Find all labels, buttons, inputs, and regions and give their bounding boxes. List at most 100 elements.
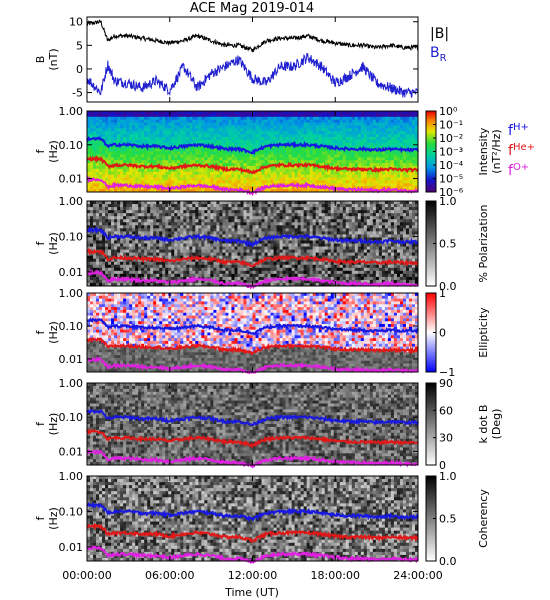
spectrogram-cell — [186, 125, 190, 129]
spectrogram-cell — [249, 165, 253, 170]
spectrogram-cell — [210, 137, 214, 141]
spectrogram-cell — [129, 160, 133, 164]
spectrogram-cell — [312, 154, 317, 158]
spectrogram-cell — [240, 171, 244, 176]
spectrogram-cell — [381, 111, 386, 115]
spectrogram-cell — [153, 282, 157, 287]
spectrogram-cell — [273, 111, 277, 115]
spectrogram-cell — [396, 139, 401, 144]
spectrogram-cell — [99, 168, 103, 173]
spectrogram-cell — [204, 210, 208, 214]
spectrogram-cell — [228, 249, 232, 254]
spectrogram-cell — [126, 122, 130, 126]
spectrogram-cell — [234, 258, 238, 263]
spectrogram-cell — [279, 258, 283, 263]
spectrogram-cell — [183, 119, 187, 123]
spectrogram-cell — [243, 249, 247, 254]
spectrogram-cell — [108, 261, 112, 266]
spectrogram-cell — [351, 119, 356, 123]
spectrogram-cell — [168, 273, 172, 278]
spectrogram-cell — [183, 131, 187, 135]
spectrogram-cell — [330, 125, 335, 129]
spectrogram-cell — [351, 122, 356, 126]
spectrogram-cell — [141, 201, 145, 205]
spectrogram-cell — [105, 282, 109, 287]
spectrogram-cell — [129, 282, 133, 287]
spectrogram-cell — [237, 165, 241, 170]
spectrogram-cell — [96, 246, 100, 250]
spectrogram-cell — [180, 243, 184, 247]
spectrogram-cell — [222, 243, 226, 247]
spectrogram-cell — [273, 174, 277, 178]
spectrogram-cell — [186, 258, 190, 263]
spectrogram-cell — [159, 213, 163, 217]
spectrogram-cell — [87, 111, 91, 115]
spectrogram-cell — [240, 157, 244, 161]
spectrogram-cell — [354, 131, 359, 135]
spectrogram-cell — [159, 157, 163, 161]
spectrogram-cell — [270, 243, 274, 247]
spectrogram-cell — [135, 131, 139, 135]
spectrogram-cell — [111, 168, 115, 173]
spectrogram-cell — [321, 157, 326, 161]
spectrogram-cell — [393, 160, 398, 164]
spectrogram-cell — [201, 154, 205, 158]
spectrogram-cell — [306, 145, 311, 149]
spectrogram-cell — [294, 154, 299, 158]
spectrogram-cell — [156, 225, 160, 229]
spectrogram-cell — [261, 157, 265, 161]
spectrogram-cell — [201, 249, 205, 254]
spectrogram-cell — [147, 207, 151, 211]
spectrogram-cell — [156, 151, 160, 155]
spectrogram-cell — [408, 160, 413, 164]
spectrogram-cell — [234, 111, 238, 115]
spectrogram-cell — [213, 151, 217, 155]
spectrogram-cell — [150, 168, 154, 173]
spectrogram-cell — [378, 183, 383, 187]
spectrogram-cell — [165, 213, 169, 217]
spectrogram-cell — [129, 151, 133, 155]
spectrogram-cell — [90, 165, 94, 170]
spectrogram-cell — [150, 183, 154, 187]
spectrogram-cell — [204, 204, 208, 208]
spectrogram-cell — [108, 113, 112, 118]
spectrogram-cell — [93, 168, 97, 173]
spectrogram-cell — [303, 160, 308, 164]
spectrogram-cell — [168, 210, 172, 214]
spectrogram-cell — [159, 234, 163, 238]
spectrogram-cell — [387, 151, 392, 155]
spectrogram-cell — [138, 125, 142, 129]
spectrogram-cell — [129, 207, 133, 211]
spectrogram-cell — [153, 111, 157, 115]
spectrogram-cell — [405, 113, 410, 118]
spectrogram-cell — [132, 252, 136, 257]
spectrogram-cell — [339, 180, 344, 184]
spectrogram-cell — [192, 116, 196, 121]
spectrogram-cell — [267, 228, 271, 232]
spectrogram-cell — [189, 139, 193, 144]
spectrogram-cell — [330, 171, 335, 176]
spectrogram-cell — [231, 177, 235, 181]
spectrogram-cell — [171, 264, 175, 269]
spectrogram-cell — [240, 273, 244, 278]
spectrogram-cell — [336, 151, 341, 155]
spectrogram-cell — [114, 122, 118, 126]
spectrogram-cell — [213, 282, 217, 287]
spectrogram-cell — [165, 222, 169, 226]
spectrogram-cell — [285, 186, 290, 190]
spectrogram-cell — [102, 137, 106, 141]
spectrogram-cell — [159, 219, 163, 223]
spectrogram-cell — [165, 228, 169, 232]
spectrogram-cell — [90, 264, 94, 269]
spectrogram-cell — [369, 145, 374, 149]
spectrogram-cell — [186, 240, 190, 244]
spectrogram-cell — [258, 154, 262, 158]
spectrogram-cell — [297, 151, 302, 155]
spectrogram-cell — [192, 119, 196, 123]
spectrogram-cell — [249, 201, 253, 205]
spectrogram-cell — [336, 180, 341, 184]
spectrogram-cell — [102, 255, 106, 260]
spectrogram-cell — [102, 168, 106, 173]
spectrogram-cell — [90, 225, 94, 229]
spectrogram-cell — [156, 222, 160, 226]
